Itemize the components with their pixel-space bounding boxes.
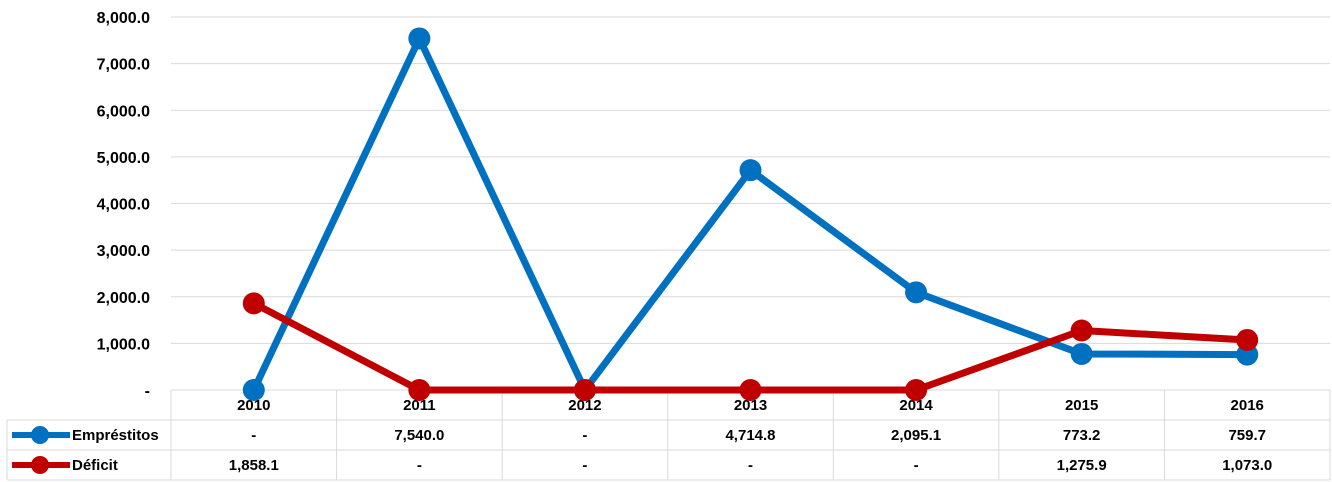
- data-table-cell: -: [582, 457, 587, 474]
- data-table-cell: 1,858.1: [229, 457, 279, 474]
- data-table-cell: -: [748, 457, 753, 474]
- x-tick-label: 2013: [734, 397, 767, 414]
- series-lines: [250, 34, 1251, 394]
- y-tick-label: 6,000.0: [97, 103, 150, 120]
- y-tick-label: 3,000.0: [97, 243, 150, 260]
- data-table-cell: -: [582, 427, 587, 444]
- data-table-cell: 2,095.1: [891, 427, 941, 444]
- data-point: [242, 292, 265, 315]
- series-line: [250, 34, 1251, 394]
- data-table-cell: -: [417, 457, 422, 474]
- data-point: [905, 379, 928, 401]
- y-tick-label: 5,000.0: [97, 150, 150, 167]
- x-tick-label: 2014: [899, 397, 933, 414]
- data-table-cell: -: [251, 427, 256, 444]
- data-point: [739, 159, 762, 182]
- y-axis-tick-labels: - 1,000.0 2,000.0 3,000.0 4,000.0 5,000.0 6,00…: [97, 10, 150, 400]
- data-point: [1070, 319, 1093, 342]
- data-table-cell: 1,073.0: [1222, 457, 1272, 474]
- data-table-cell: -: [914, 457, 919, 474]
- data-point: [905, 281, 928, 304]
- legend-key-marker: [31, 456, 49, 474]
- x-tick-label: 2010: [237, 397, 270, 414]
- data-point: [739, 379, 762, 401]
- data-point: [242, 379, 265, 401]
- data-point: [1236, 328, 1259, 351]
- y-tick-label: 1,000.0: [97, 336, 150, 353]
- data-table-cell: 7,540.0: [394, 427, 444, 444]
- y-tick-label: 8,000.0: [97, 10, 150, 27]
- data-point: [408, 379, 431, 401]
- x-tick-label: 2015: [1065, 397, 1098, 414]
- y-tick-label: -: [145, 383, 150, 400]
- legend-label: Déficit: [72, 457, 118, 474]
- legend-key-marker: [31, 426, 49, 444]
- data-point: [408, 27, 431, 50]
- y-tick-label: 4,000.0: [97, 197, 150, 214]
- data-table-cell: 773.2: [1063, 427, 1101, 444]
- x-tick-label: 2011: [403, 397, 436, 414]
- series-markers: [242, 27, 1259, 401]
- data-table-cell: 759.7: [1228, 427, 1266, 444]
- data-table: 2010 2011 2012 2013 2014 2015 2016 Empréstitos -…: [6, 389, 1331, 481]
- data-point: [1070, 342, 1093, 365]
- x-tick-label: 2012: [568, 397, 601, 414]
- y-tick-label: 7,000.0: [97, 57, 150, 74]
- data-table-cell: 4,714.8: [725, 427, 775, 444]
- y-tick-label: 2,000.0: [97, 290, 150, 307]
- data-point: [573, 379, 596, 401]
- x-tick-label: 2016: [1231, 397, 1264, 414]
- legend-label: Empréstitos: [72, 427, 159, 444]
- series-line: [250, 299, 1251, 394]
- data-table-cell: 1,275.9: [1057, 457, 1107, 474]
